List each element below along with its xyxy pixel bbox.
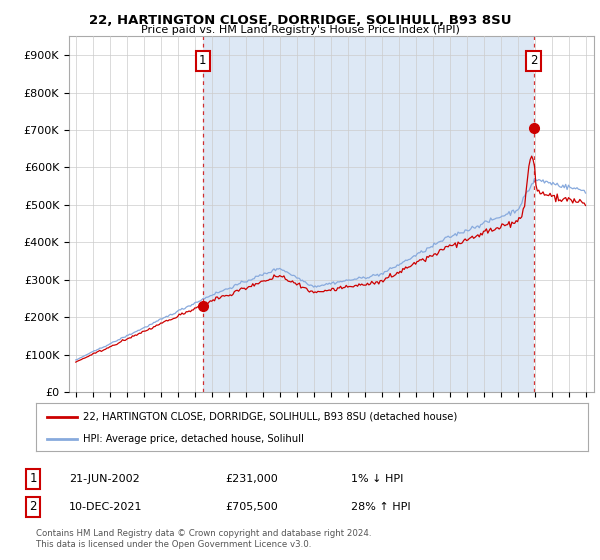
Text: 2: 2 (530, 54, 537, 67)
Text: HPI: Average price, detached house, Solihull: HPI: Average price, detached house, Soli… (83, 434, 304, 444)
Text: 1% ↓ HPI: 1% ↓ HPI (351, 474, 403, 484)
Text: 28% ↑ HPI: 28% ↑ HPI (351, 502, 410, 512)
Text: 10-DEC-2021: 10-DEC-2021 (69, 502, 143, 512)
Text: 21-JUN-2002: 21-JUN-2002 (69, 474, 140, 484)
Text: Price paid vs. HM Land Registry's House Price Index (HPI): Price paid vs. HM Land Registry's House … (140, 25, 460, 35)
Text: Contains HM Land Registry data © Crown copyright and database right 2024.
This d: Contains HM Land Registry data © Crown c… (36, 529, 371, 549)
Text: 2: 2 (29, 500, 37, 514)
Text: 1: 1 (29, 472, 37, 486)
Text: £231,000: £231,000 (225, 474, 278, 484)
Text: 22, HARTINGTON CLOSE, DORRIDGE, SOLIHULL, B93 8SU: 22, HARTINGTON CLOSE, DORRIDGE, SOLIHULL… (89, 14, 511, 27)
Text: 1: 1 (199, 54, 206, 67)
Bar (203, 36, 533, 392)
Text: 22, HARTINGTON CLOSE, DORRIDGE, SOLIHULL, B93 8SU (detached house): 22, HARTINGTON CLOSE, DORRIDGE, SOLIHULL… (83, 412, 457, 422)
Text: £705,500: £705,500 (225, 502, 278, 512)
